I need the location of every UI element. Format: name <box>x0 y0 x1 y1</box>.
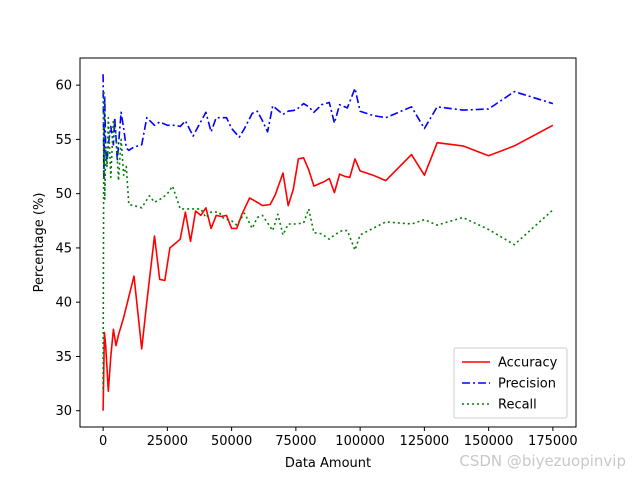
plot-frame <box>79 57 577 428</box>
x-tick-label: 75000 <box>275 434 316 449</box>
y-axis-label: Percentage (%) <box>32 193 47 293</box>
x-tick-label: 50000 <box>211 434 252 449</box>
series-layer <box>102 74 554 411</box>
y-tick-label: 45 <box>55 241 72 256</box>
x-tick-label: 25000 <box>147 434 188 449</box>
y-tick-label: 55 <box>55 133 72 148</box>
x-tick-label: 175000 <box>528 434 578 449</box>
series-line-precision <box>102 74 554 179</box>
series-line-recall <box>102 89 554 390</box>
y-tick-label: 30 <box>55 404 72 419</box>
x-axis-ticks: 0 25000 50000 75000 100000 125000 150000 175000 <box>99 427 578 449</box>
legend-label-precision: Precision <box>498 377 556 392</box>
x-tick-label: 100000 <box>335 434 385 449</box>
legend: Accuracy Precision Recall <box>453 347 568 419</box>
y-tick-label: 60 <box>55 79 72 94</box>
x-tick-label: 0 <box>99 434 107 449</box>
x-tick-label: 125000 <box>400 434 450 449</box>
legend-box <box>453 347 568 419</box>
legend-label-accuracy: Accuracy <box>498 356 558 371</box>
y-tick-label: 40 <box>55 296 72 311</box>
y-tick-label: 50 <box>55 187 72 202</box>
series-line-accuracy <box>102 124 554 411</box>
x-axis-label: Data Amount <box>285 456 371 471</box>
legend-label-recall: Recall <box>498 398 537 413</box>
y-axis-ticks: 30 35 40 45 50 55 60 <box>55 79 80 419</box>
x-tick-label: 150000 <box>464 434 514 449</box>
watermark-text: CSDN @biyezuopinvip <box>459 452 626 470</box>
y-tick-label: 35 <box>55 350 72 365</box>
